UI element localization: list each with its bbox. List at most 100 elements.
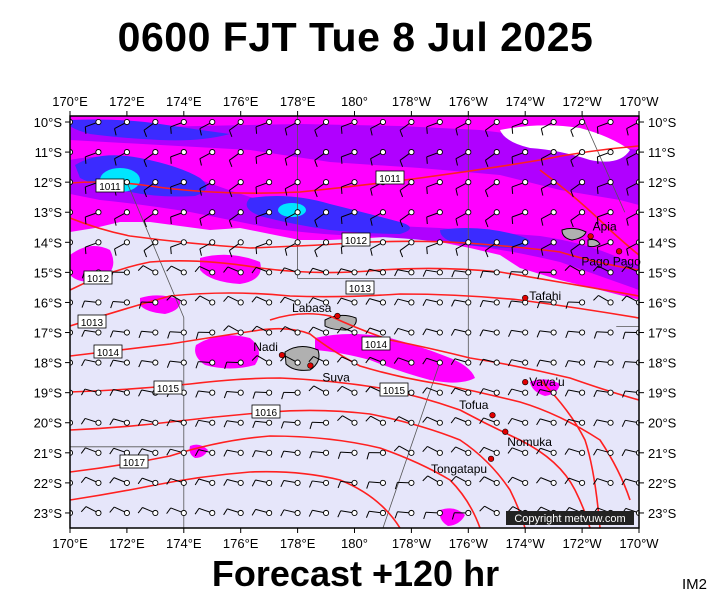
wind-barb [399,118,415,137]
lat-label-right: 11°S [648,145,676,160]
place-nadi: Nadi [253,340,286,359]
wind-barb [479,417,500,426]
wind-barb [508,299,529,308]
wind-barb [565,299,586,309]
rain-patch-173e [140,295,181,314]
wind-barb [84,239,102,255]
wind-barb [370,118,387,136]
wind-barb [340,209,358,225]
wind-barb [280,326,301,336]
wind-barb [564,477,586,486]
upolu-island [561,227,587,241]
wind-barb [143,149,159,168]
lat-label-right: 16°S [648,295,677,310]
wind-barb [564,448,586,456]
wind-barb [455,209,472,226]
wind-barb [109,329,130,338]
wind-barb [251,296,273,306]
isobar-1012-b [70,260,639,297]
wind-barb [280,419,301,429]
svg-text:1013: 1013 [349,284,372,295]
clear-gap-ne [500,125,630,162]
wind-barb [426,179,443,194]
wind-barb [399,239,415,258]
wind-barb [81,359,102,367]
wind-barb [284,118,301,136]
wind-barb [308,385,330,396]
wind-barb [366,449,387,460]
wind-barb [393,327,415,336]
isobar-label: 1015 [153,380,183,395]
wind-barb [314,118,330,137]
wind-barb [84,118,102,134]
wind-barb [308,326,330,336]
wind-barb [223,266,244,276]
wind-barb [399,179,415,198]
wind-barb [314,179,330,198]
rain-patch-sw [189,444,208,458]
wind-barb [137,265,159,276]
wind-barb [536,447,557,456]
wind-barb [280,267,301,276]
lat-label-right: 18°S [648,356,677,371]
wind-barb [365,415,387,426]
wind-barb [251,479,273,487]
wind-barb [451,509,472,520]
wind-barb [223,508,244,517]
wind-barb [228,179,244,198]
map-title: 0600 FJT Tue 8 Jul 2025 [117,14,594,60]
wind-barb [365,327,387,336]
wind-barb [394,509,415,519]
wind-barb [479,505,500,517]
wind-barb [137,477,159,486]
wind-barb [422,475,443,486]
wind-barb [194,478,216,486]
copyright-box [506,511,634,525]
wind-barb [422,357,443,366]
wind-barb [109,447,130,456]
lat-label-right: 10°S [648,115,677,130]
isobar-label: 1013 [77,314,107,329]
wind-barb [223,449,244,457]
wind-barb [114,239,130,256]
wind-barb [422,269,443,277]
wind-barb [170,209,187,225]
wind-barb [337,509,358,518]
wind-barb [170,118,187,134]
wind-barb [393,357,415,366]
wind-barb [426,118,443,134]
lon-label-bottom: 170°E [52,536,88,551]
wind-barb [314,149,330,168]
wind-barb [228,209,244,228]
wind-barb [80,476,102,486]
isobar-1014-b [539,379,601,528]
wind-barb [507,447,529,456]
wind-barb [596,209,614,225]
wind-barb [340,149,358,164]
lat-label-right: 15°S [648,265,677,280]
wind-barb [280,509,301,517]
wind-barb [143,118,159,137]
wind-barb [114,149,130,166]
svg-text:Suva: Suva [322,371,350,385]
wind-barb [479,269,500,278]
place-tofua: Tofua [459,398,496,419]
wind-barb [255,179,273,194]
wind-barb [166,478,187,486]
wind-barb [109,359,130,367]
wind-barb [138,299,159,309]
lat-label-right: 19°S [648,386,677,401]
wind-barb [451,299,472,307]
svg-text:Labasa: Labasa [292,301,332,315]
wind-barb [223,389,244,399]
wind-barb [109,389,130,396]
wind-barb [194,295,216,306]
wind-barb [540,209,557,226]
wind-barb [479,329,500,337]
wind-barb [565,359,586,368]
wind-barb [81,299,102,308]
wind-barb [455,239,472,256]
rain-core-north [70,119,230,141]
wind-barb [570,149,586,168]
lon-label-top: 180° [341,94,368,109]
